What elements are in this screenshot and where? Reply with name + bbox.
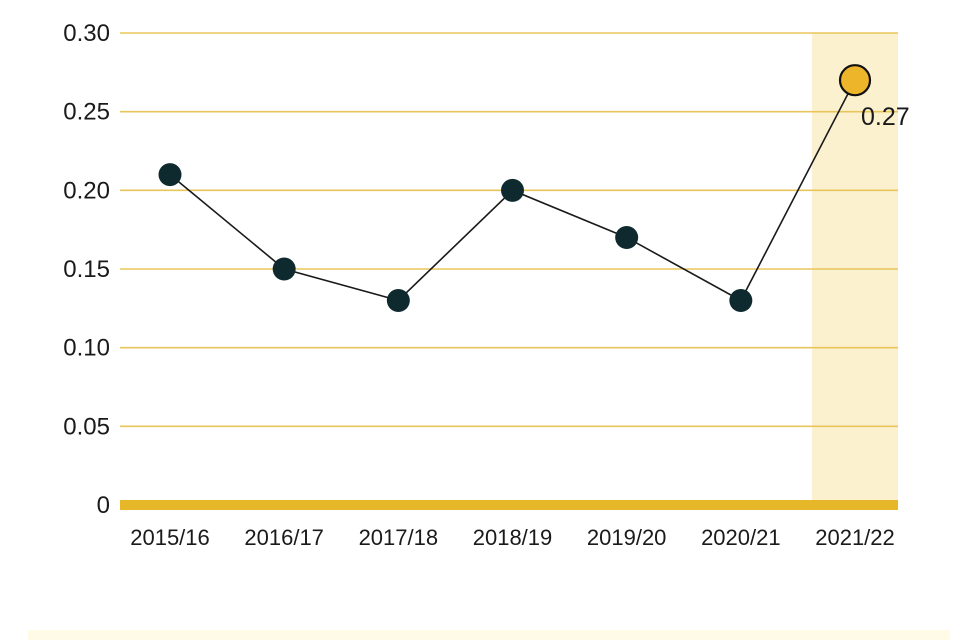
x-axis-baseline: [120, 500, 898, 510]
y-axis-tick-labels: 0 0.05 0.10 0.15 0.20 0.25 0.30: [63, 20, 110, 519]
data-point: [272, 257, 296, 281]
data-point: [386, 288, 410, 312]
x-tick-label: 2018/19: [473, 525, 553, 550]
data-point: [729, 288, 753, 312]
y-tick-label: 0: [97, 492, 110, 519]
data-point: [501, 178, 524, 202]
x-axis-tick-labels: 2015/16 2016/17 2017/18 2018/19 2019/20 2020/…: [130, 525, 895, 550]
x-tick-label: 2020/21: [701, 525, 781, 550]
y-tick-label: 0.20: [63, 177, 110, 204]
data-point: [158, 163, 182, 187]
y-tick-label: 0.30: [63, 20, 110, 47]
data-point-highlight: [838, 64, 872, 97]
x-tick-label: 2016/17: [244, 525, 324, 550]
y-tick-label: 0.10: [63, 335, 110, 362]
x-tick-label: 2015/16: [130, 525, 210, 550]
y-tick-label: 0.15: [63, 256, 110, 283]
x-tick-label: 2019/20: [587, 525, 667, 550]
data-point: [615, 226, 639, 250]
bottom-highlight-band: [28, 630, 950, 640]
data-series: [158, 64, 872, 312]
x-tick-label: 2017/18: [359, 525, 439, 550]
y-tick-label: 0.25: [63, 99, 110, 126]
x-tick-label: 2021/22: [815, 525, 895, 550]
y-tick-label: 0.05: [63, 413, 110, 440]
highlight-value-label: 0.27: [861, 103, 910, 131]
